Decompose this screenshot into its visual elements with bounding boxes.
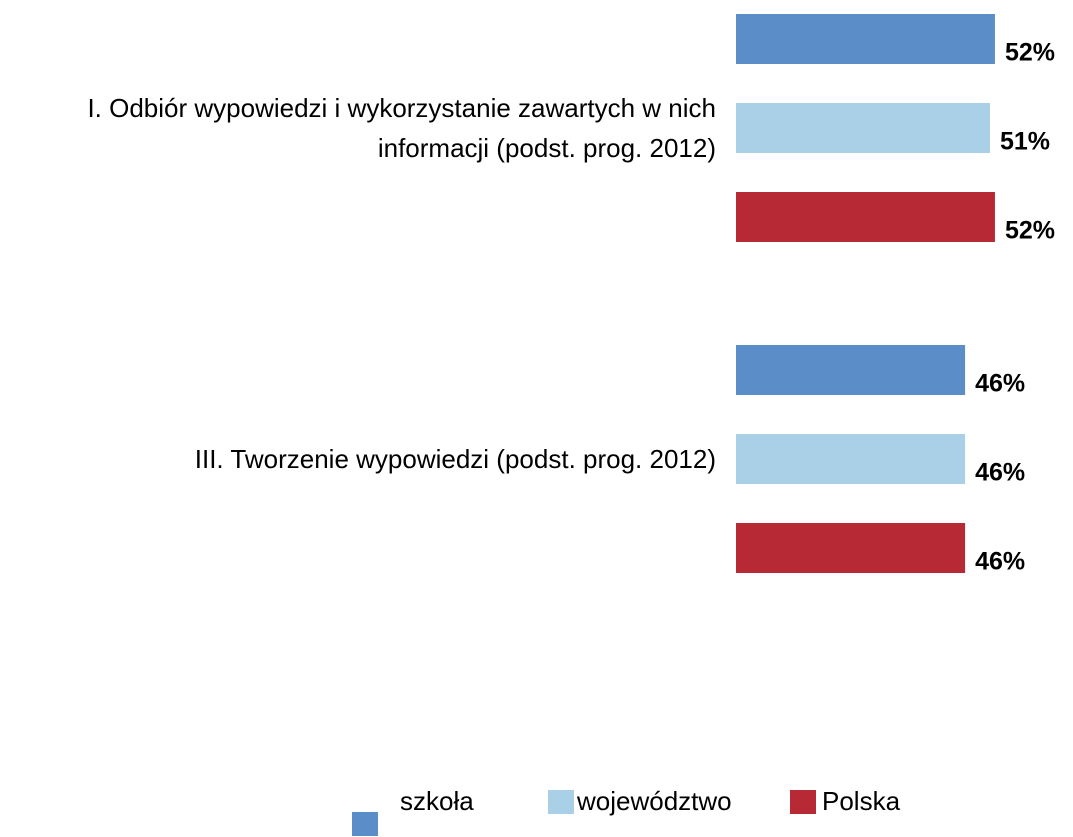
bar: [736, 14, 995, 64]
category-label-wrap: III. Tworzenie wypowiedzi (podst. prog. …: [0, 399, 716, 519]
value-label: 51%: [1000, 128, 1050, 156]
category-label: III. Tworzenie wypowiedzi (podst. prog. …: [194, 444, 716, 474]
legend-label: szkoła: [400, 786, 474, 816]
value-label: 46%: [975, 459, 1025, 487]
bar: [736, 103, 990, 153]
value-label: 46%: [975, 548, 1025, 576]
category-label: I. Odbiór wypowiedzi i wykorzystanie zaw…: [87, 93, 716, 163]
category-label-box: I. Odbiór wypowiedzi i wykorzystanie zaw…: [0, 68, 716, 188]
bar: [736, 345, 966, 395]
legend-swatch: [548, 790, 574, 814]
value-label: 46%: [975, 370, 1025, 398]
bar: [736, 523, 966, 573]
category-label-box: III. Tworzenie wypowiedzi (podst. prog. …: [0, 399, 716, 519]
category-label-wrap: I. Odbiór wypowiedzi i wykorzystanie zaw…: [0, 68, 716, 188]
legend-swatch: [352, 812, 378, 836]
bar: [736, 434, 966, 484]
value-label: 52%: [1005, 39, 1055, 67]
legend-swatch: [790, 790, 816, 814]
legend-label: Polska: [822, 786, 901, 816]
bar: [736, 192, 995, 242]
legend-label: województwo: [576, 786, 732, 816]
value-label: 52%: [1005, 217, 1055, 245]
